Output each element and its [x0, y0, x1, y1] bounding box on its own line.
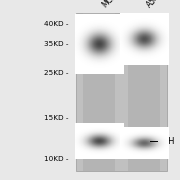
- Text: 10KD -: 10KD -: [44, 156, 68, 162]
- Text: 15KD -: 15KD -: [44, 115, 68, 121]
- Text: A549: A549: [145, 0, 165, 9]
- Text: MCF7: MCF7: [100, 0, 121, 9]
- Text: ERH: ERH: [158, 137, 175, 146]
- FancyBboxPatch shape: [76, 13, 167, 171]
- Text: 35KD -: 35KD -: [44, 41, 68, 47]
- FancyBboxPatch shape: [83, 13, 115, 171]
- Text: 25KD -: 25KD -: [44, 70, 68, 76]
- FancyBboxPatch shape: [128, 13, 160, 171]
- Text: 40KD -: 40KD -: [44, 21, 68, 27]
